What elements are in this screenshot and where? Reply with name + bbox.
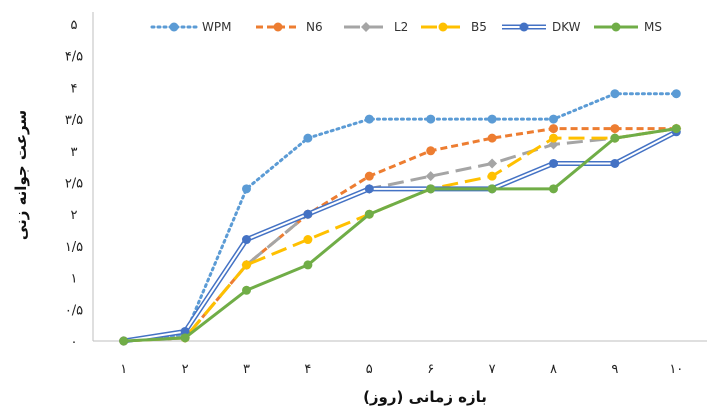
series-n6-point — [426, 146, 436, 156]
x-tick-label: ۴ — [304, 362, 311, 377]
series-layer — [118, 89, 682, 346]
series-wpm-point — [610, 89, 620, 99]
legend-item-l2: L2 — [344, 20, 408, 34]
series-ms-point — [549, 184, 558, 194]
legend-item-wpm-marker — [169, 22, 179, 32]
series-ms-point — [487, 184, 497, 194]
legend-item-b5-label: B5 — [471, 20, 487, 34]
legend-item-wpm-label: WPM — [202, 20, 231, 34]
x-tick-label: ۸ — [550, 362, 557, 377]
x-tick-label: ۵ — [366, 362, 373, 377]
series-dkw-point — [303, 209, 313, 219]
series-dkw-point — [180, 326, 190, 336]
series-b5 — [119, 124, 681, 346]
series-b5-line — [123, 127, 677, 343]
legend-item-l2-label: L2 — [394, 20, 408, 34]
series-wpm-point — [303, 133, 313, 143]
series-dkw-point — [242, 235, 251, 245]
series-ms — [119, 124, 681, 346]
legend-item-ms-marker — [611, 22, 621, 32]
series-ms-point — [242, 285, 251, 295]
series-dkw-point — [549, 158, 558, 168]
legend-item-ms-label: MS — [644, 20, 662, 34]
series-wpm-point — [487, 114, 497, 124]
y-tick-label: ۰/۵ — [65, 303, 83, 318]
legend-item-n6: N6 — [256, 20, 323, 34]
series-n6-point — [487, 133, 497, 143]
y-tick-label: ۴/۵ — [65, 50, 83, 65]
x-axis-title: بازه زمانی (روز) — [363, 388, 487, 406]
legend-item-dkw-label: DKW — [552, 20, 581, 34]
series-l2-point — [548, 139, 559, 150]
series-wpm-point — [242, 184, 251, 194]
series-n6-point — [549, 124, 558, 134]
x-tick-label: ۳ — [243, 362, 250, 377]
legend-item-dkw-marker — [519, 22, 529, 32]
series-wpm-line — [122, 92, 678, 343]
x-tick-label: ۲ — [182, 362, 189, 377]
legend-item-b5: B5 — [421, 20, 487, 34]
y-tick-label: ۴ — [71, 81, 78, 96]
series-l2-line — [123, 127, 677, 343]
series-dkw-point — [610, 158, 620, 168]
y-axis-title: سرعت جوانه زنی — [12, 110, 30, 240]
series-wpm-point — [549, 114, 558, 124]
legend-item-dkw: DKW — [502, 20, 581, 34]
series-ms-point — [119, 336, 129, 346]
y-tick-label: ۳/۵ — [65, 113, 83, 128]
series-l2 — [118, 123, 682, 346]
y-tick-label: ۱/۵ — [65, 240, 83, 255]
legend-item-n6-marker — [273, 22, 283, 32]
y-tick-label: ۲/۵ — [65, 177, 83, 192]
legend-item-l2-marker — [361, 22, 371, 32]
series-n6 — [119, 124, 681, 346]
y-tick-label: ۰ — [71, 335, 78, 350]
x-tick-label: ۱۰ — [669, 362, 683, 377]
series-l2-point — [487, 158, 498, 169]
legend-item-ms: MS — [594, 20, 662, 34]
series-wpm-point — [364, 114, 374, 124]
series-wpm-point — [426, 114, 436, 124]
x-tick-label: ۱ — [120, 362, 127, 377]
series-ms-point — [364, 209, 374, 219]
series-ms-line — [123, 127, 677, 343]
series-ms-point — [426, 184, 436, 194]
series-wpm-point — [671, 89, 681, 99]
legend-item-b5-marker — [438, 22, 448, 32]
series-b5-point — [303, 235, 313, 245]
series-b5-point — [242, 260, 251, 270]
series-ms-point — [671, 124, 681, 134]
series-dkw — [119, 127, 681, 346]
series-ms-point — [303, 260, 313, 270]
y-tick-label: ۱ — [71, 272, 78, 287]
y-tick-label: ۳ — [71, 145, 78, 160]
series-dkw-point — [364, 184, 374, 194]
series-n6-line — [123, 127, 677, 343]
x-tick-label: ۷ — [489, 362, 496, 377]
legend: WPM N6 L2 B5 DKW MS — [150, 20, 662, 34]
y-tick-label: ۲ — [71, 208, 78, 223]
y-tick-label: ۵ — [71, 18, 78, 33]
series-b5-point — [487, 171, 497, 181]
series-ms-point — [180, 333, 190, 343]
series-b5-point — [549, 133, 558, 143]
axes-layer: ۰ ۰/۵ ۱ ۱/۵ ۲ ۲/۵ ۳ ۳/۵ ۴ ۴/۵ ۵ ۱ ۲ ۳ ۴ ۵ ۶ ۷ ۸ ۹ ۱۰ — [65, 12, 707, 377]
series-n6-point — [610, 124, 620, 134]
series-n6-point — [364, 171, 374, 181]
series-l2-point — [425, 171, 436, 182]
legend-item-wpm: WPM — [150, 20, 231, 34]
x-tick-label: ۹ — [611, 362, 618, 377]
legend-item-n6-label: N6 — [306, 20, 323, 34]
x-tick-label: ۶ — [427, 362, 434, 377]
series-ms-point — [610, 133, 620, 143]
